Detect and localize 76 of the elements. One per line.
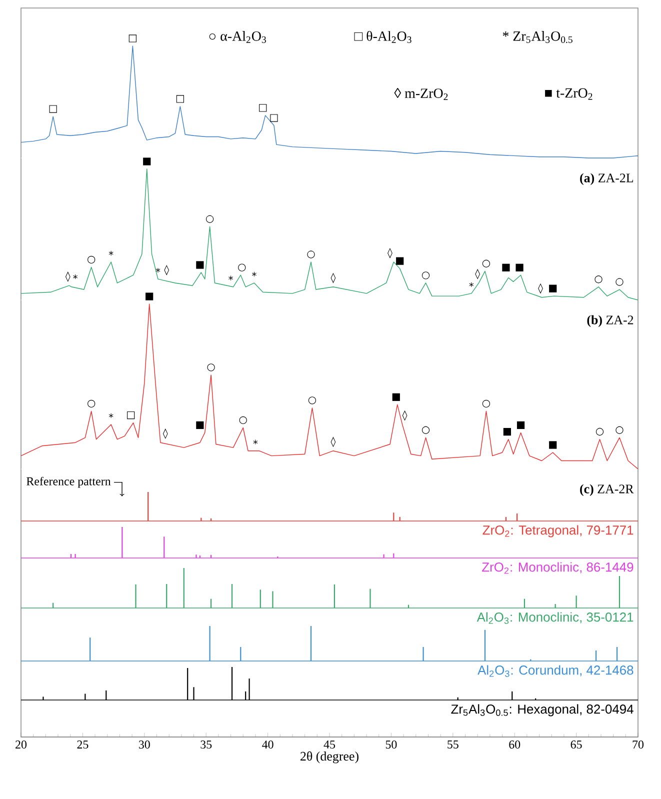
annotation: *: [469, 282, 474, 287]
annotation: ■: [196, 261, 204, 269]
annotation: ■ t-ZrO$_{2}$: [545, 88, 592, 100]
text: ZrO$_{2}$: Monoclinic, 86-1449: [482, 562, 634, 574]
x-tick-label: 35: [200, 740, 212, 749]
annotation: □: [259, 104, 267, 112]
annotation: ■: [502, 264, 510, 272]
annotation: ◊: [538, 283, 543, 294]
text: (a) ZA-2L: [580, 173, 634, 185]
annotation: ○: [88, 400, 96, 408]
x-tick-label: 30: [139, 740, 150, 749]
annotation: ■: [516, 264, 524, 272]
annotation: ■: [549, 441, 557, 449]
annotation: *: [108, 413, 114, 418]
annotation: *: [252, 272, 256, 276]
annotation: ○: [207, 364, 215, 372]
annotation: ○: [88, 256, 96, 264]
annotation: ○: [206, 215, 214, 223]
annotation: *: [108, 250, 114, 256]
text: Zr$_{5}$Al$_{3}$O$_{0.5}$: Hexagonal, 82-0494: [451, 704, 634, 716]
x-tick-label: 40: [262, 740, 274, 749]
annotation: ■: [549, 284, 557, 292]
annotation: ○: [239, 416, 247, 424]
text: Al$_{2}$O$_{3}$: Corundum, 42-1468: [478, 665, 634, 677]
text: ZrO$_{2}$: Tetragonal, 79-1771: [482, 525, 634, 538]
annotation: ○: [307, 250, 315, 258]
annotation: ○: [482, 260, 490, 268]
annotation: ◊: [330, 272, 336, 284]
annotation: ○: [308, 396, 316, 404]
annotation: □: [176, 95, 184, 103]
annotation: □: [128, 34, 136, 42]
annotation: ■: [392, 393, 400, 401]
annotation: ◊ m-ZrO$_{2}$: [394, 88, 448, 100]
annotation: ■: [146, 292, 154, 300]
annotation: ○: [422, 272, 430, 280]
annotation: ○: [238, 264, 246, 272]
annotation: ○: [422, 426, 430, 434]
x-axis-title: 2θ (degree): [300, 751, 358, 764]
annotation: ○: [594, 276, 602, 284]
x-tick-label: 60: [509, 740, 520, 749]
annotation: ◊: [65, 272, 70, 282]
annotation: □: [270, 114, 278, 122]
annotation: ○: [596, 428, 604, 436]
text: * Zr$_{5}$Al$_{3}$O$_{0.5}$: [502, 31, 572, 43]
annotation: ■: [143, 158, 151, 166]
x-tick-label: 70: [632, 740, 644, 749]
text: (c) ZA-2R: [580, 484, 634, 496]
text: Reference pattern: [26, 476, 111, 488]
x-tick-label: 45: [324, 740, 336, 749]
annotation: ○: [616, 278, 624, 286]
annotation: ■: [516, 421, 525, 430]
annotation: *: [253, 440, 258, 444]
text: Al$_{2}$O$_{3}$: Monoclinic, 35-0121: [476, 612, 634, 624]
x-tick-label: 20: [16, 740, 27, 749]
annotation: ◊: [475, 268, 480, 280]
annotation: ○: [616, 426, 624, 434]
annotation: ◊: [388, 248, 392, 258]
annotation: ■: [503, 428, 512, 436]
annotation: □: [49, 105, 57, 113]
x-tick-label: 65: [570, 740, 582, 749]
annotation: ■: [396, 257, 404, 265]
x-tick-label: 50: [386, 740, 397, 749]
text: (b) ZA-2: [587, 315, 634, 327]
annotation: *: [228, 276, 233, 280]
x-tick-label: 55: [448, 740, 458, 748]
annotation: ■: [196, 421, 204, 430]
annotation: *: [73, 274, 78, 280]
text: ○ α-Al$_{2}$O$_{3}$: [209, 31, 266, 43]
annotation: ◊: [402, 410, 408, 421]
annotation: ◊: [330, 436, 336, 448]
annotation: ◊: [164, 264, 170, 276]
annotation: □: [127, 411, 135, 420]
annotation: ○: [482, 400, 490, 408]
annotation: ◊: [162, 428, 168, 439]
x-tick-label: 25: [77, 740, 88, 749]
text: □ θ-Al$_{2}$O$_{3}$: [354, 31, 412, 43]
